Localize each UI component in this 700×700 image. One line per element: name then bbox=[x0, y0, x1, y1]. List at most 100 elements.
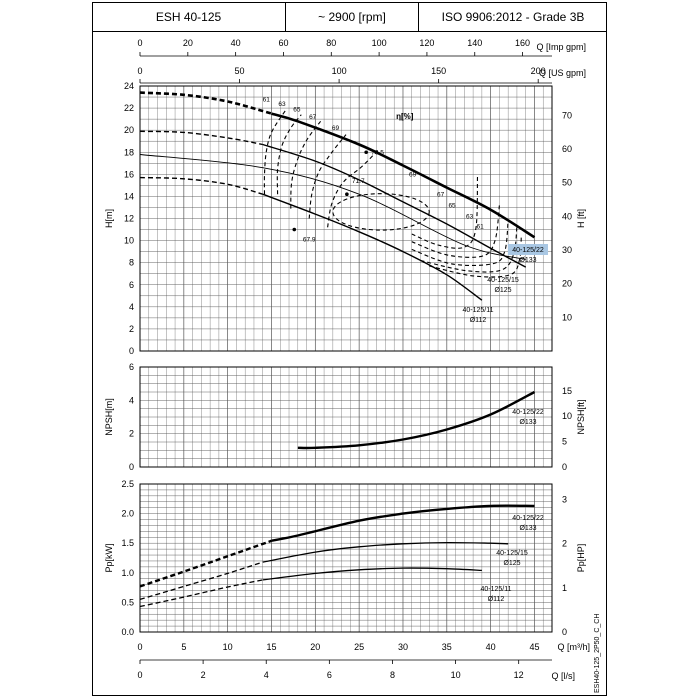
h-curve-label-15: 40-125/15 bbox=[487, 277, 519, 284]
power-curve-label-11: 40-125/11 bbox=[480, 586, 511, 593]
tick-label-h-ft: 10 bbox=[562, 312, 572, 322]
y-axis-label-power: Pp[kW] bbox=[104, 543, 114, 572]
efficiency-label: 65 bbox=[448, 202, 456, 209]
imp-gpm-axis-label: Q [Imp gpm] bbox=[536, 42, 586, 52]
imp-gpm-tick-label: 20 bbox=[183, 38, 193, 48]
power-curve-sub-11: Ø112 bbox=[488, 596, 505, 603]
q-m3h-tick-label: 30 bbox=[398, 642, 408, 652]
imp-gpm-tick-label: 0 bbox=[137, 38, 142, 48]
plot-area-border bbox=[139, 366, 553, 468]
power-curve-40-125-15-dashed bbox=[139, 561, 263, 601]
q-m3h-tick-label: 40 bbox=[486, 642, 496, 652]
imp-gpm-tick-label: 80 bbox=[326, 38, 336, 48]
q-ls-tick-label: 0 bbox=[137, 670, 142, 680]
grid-lines bbox=[139, 366, 553, 468]
h-curve-sub-11: Ø112 bbox=[470, 317, 487, 324]
y-axis-label-h-ft: H [ft] bbox=[576, 209, 586, 228]
tick-label-power-hp: 0 bbox=[562, 627, 567, 637]
efficiency-axis-label: η[%] bbox=[396, 112, 414, 121]
h-curve-40-125-15-dashed bbox=[139, 130, 263, 146]
h-curve-sub-15: Ø125 bbox=[494, 287, 511, 294]
us-gpm-tick-label: 100 bbox=[332, 66, 347, 76]
standard-label: ISO 9906:2012 - Grade 3B bbox=[418, 2, 607, 32]
tick-label-power: 0.0 bbox=[121, 627, 134, 637]
grid-lines bbox=[139, 85, 553, 352]
imp-gpm-tick-label: 160 bbox=[515, 38, 530, 48]
tick-label-power: 2.5 bbox=[121, 479, 134, 489]
h-curve-label-11: 40-125/11 bbox=[462, 307, 493, 314]
us-gpm-axis-label: Q [US gpm] bbox=[539, 68, 586, 78]
tick-label-h-ft: 50 bbox=[562, 178, 572, 188]
us-gpm-tick-label: 150 bbox=[431, 66, 446, 76]
tick-label-h: 0 bbox=[129, 346, 134, 356]
plot-area-border bbox=[139, 483, 553, 633]
imp-gpm-tick-label: 120 bbox=[419, 38, 434, 48]
npsh-curve-label: 40-125/22 bbox=[512, 409, 544, 416]
tick-label-h: 20 bbox=[124, 125, 134, 135]
q-m3h-tick-label: 5 bbox=[181, 642, 186, 652]
tick-label-h: 14 bbox=[124, 191, 134, 201]
tick-label-npsh-ft: 10 bbox=[562, 411, 572, 421]
tick-label-power-hp: 2 bbox=[562, 539, 567, 549]
tick-label-h-ft: 60 bbox=[562, 144, 572, 154]
q-m3h-tick-label: 10 bbox=[223, 642, 233, 652]
curve-marker bbox=[292, 227, 297, 232]
tick-label-h-ft: 40 bbox=[562, 211, 572, 221]
power-curve-label-22: 40-125/22 bbox=[512, 515, 544, 522]
power-curve-40-125-11 bbox=[262, 567, 482, 581]
tick-label-h: 12 bbox=[124, 214, 134, 224]
tick-label-power: 2.0 bbox=[121, 509, 134, 519]
y-axis-label-power-hp: Pp[HP] bbox=[576, 544, 586, 573]
h-curve-sub-22: Ø133 bbox=[519, 257, 536, 264]
y-axis-label-npsh-ft: NPSH[ft] bbox=[576, 399, 586, 434]
tick-label-power: 0.5 bbox=[121, 597, 134, 607]
q-ls-tick-label: 8 bbox=[390, 670, 395, 680]
tick-label-h-ft: 20 bbox=[562, 279, 572, 289]
efficiency-label: 61 bbox=[477, 223, 485, 230]
us-gpm-tick-label: 50 bbox=[235, 66, 245, 76]
efficiency-label: 67 bbox=[309, 114, 317, 121]
us-gpm-tick-label: 0 bbox=[137, 66, 142, 76]
efficiency-contour bbox=[411, 219, 509, 266]
imp-gpm-tick-label: 100 bbox=[372, 38, 387, 48]
speed-label: ~ 2900 [rpm] bbox=[285, 2, 418, 32]
efficiency-contour bbox=[290, 120, 322, 209]
efficiency-label: 65 bbox=[293, 106, 301, 113]
power-curve-40-125-22 bbox=[271, 504, 535, 542]
q-m3h-tick-label: 20 bbox=[310, 642, 320, 652]
tick-label-h-ft: 30 bbox=[562, 245, 572, 255]
tick-label-power-hp: 3 bbox=[562, 495, 567, 505]
q-m3h-tick-label: 0 bbox=[137, 642, 142, 652]
chart-frame bbox=[92, 2, 607, 696]
npsh-curve-sub: Ø133 bbox=[519, 419, 536, 426]
power-curve-sub-22: Ø133 bbox=[519, 525, 536, 532]
tick-label-npsh: 2 bbox=[129, 429, 134, 439]
efficiency-contour bbox=[327, 148, 380, 228]
q-ls-tick-label: 12 bbox=[514, 670, 524, 680]
q-ls-tick-label: 4 bbox=[264, 670, 269, 680]
tick-label-npsh-ft: 0 bbox=[562, 462, 567, 472]
tick-label-npsh-ft: 5 bbox=[562, 437, 567, 447]
tick-label-h: 16 bbox=[124, 169, 134, 179]
selected-curve-highlight bbox=[508, 244, 548, 255]
efficiency-label: 67.9 bbox=[303, 237, 316, 244]
efficiency-contour bbox=[332, 193, 430, 231]
imp-gpm-tick-label: 140 bbox=[467, 38, 482, 48]
power-curve-label-15: 40-125/15 bbox=[496, 550, 528, 557]
efficiency-label: 61 bbox=[263, 96, 271, 103]
plot-area-border bbox=[139, 85, 553, 352]
efficiency-label: 70.5 bbox=[371, 149, 384, 156]
tick-label-npsh: 4 bbox=[129, 395, 134, 405]
power-curve-40-125-11-dashed bbox=[139, 579, 263, 608]
q-ls-tick-label: 10 bbox=[451, 670, 461, 680]
efficiency-guide-line bbox=[139, 154, 526, 260]
tick-label-h: 10 bbox=[124, 236, 134, 246]
q-m3h-tick-label: 15 bbox=[266, 642, 276, 652]
h-curve-40-125-22 bbox=[271, 112, 536, 239]
h-curve-40-125-11 bbox=[262, 193, 483, 301]
curve-marker bbox=[364, 150, 368, 155]
y-axis-label-h: H[m] bbox=[104, 209, 114, 228]
q-m3h-tick-label: 35 bbox=[442, 642, 452, 652]
q-ls-tick-label: 6 bbox=[327, 670, 332, 680]
q-m3h-tick-label: 45 bbox=[529, 642, 539, 652]
